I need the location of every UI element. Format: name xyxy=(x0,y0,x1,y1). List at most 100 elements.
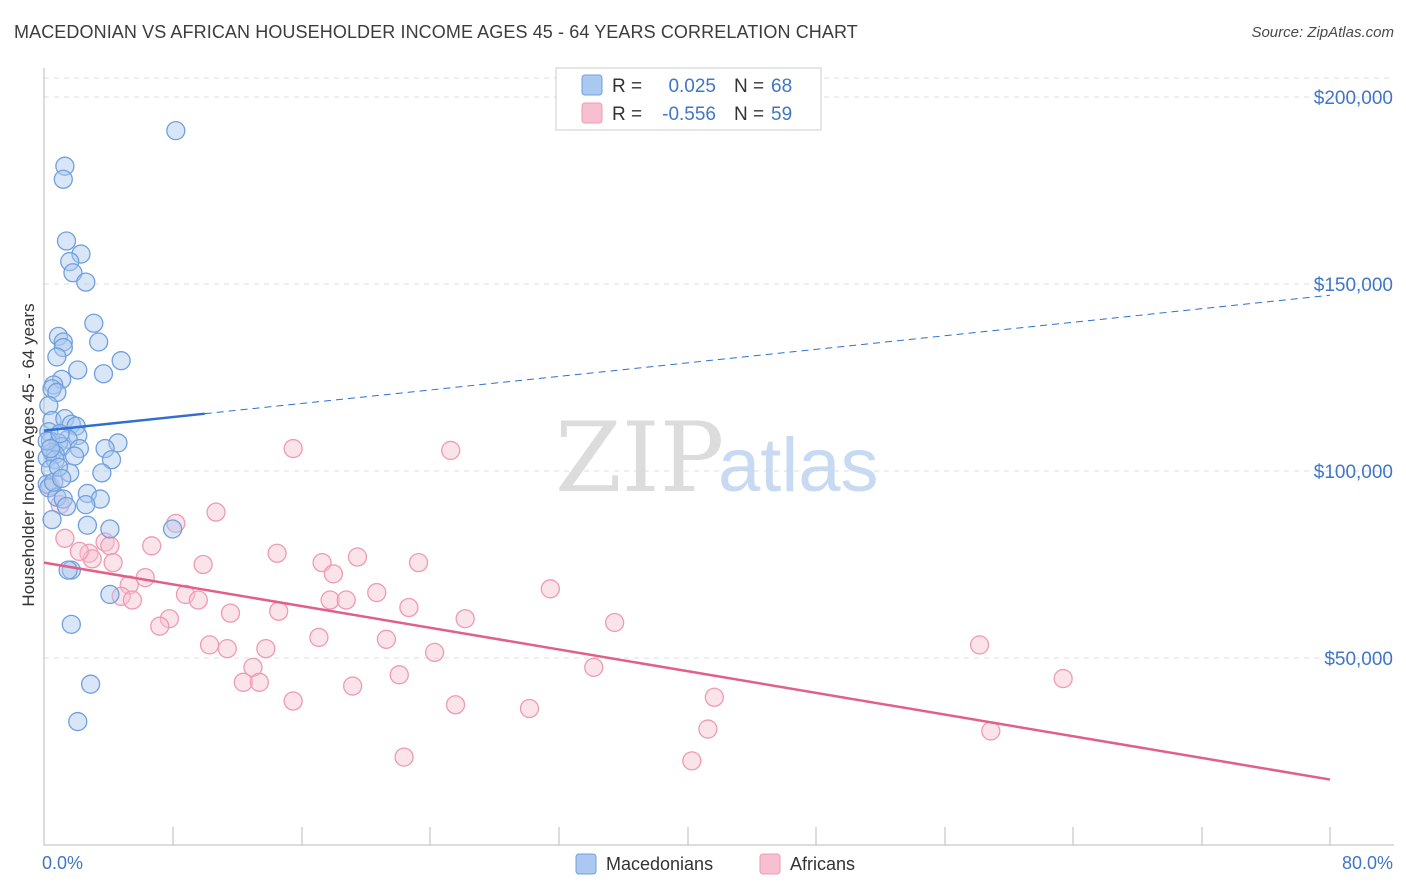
africans-point-52 xyxy=(698,719,718,739)
africans-point-49 xyxy=(283,691,303,711)
africans-point-20 xyxy=(367,582,387,603)
africans-point-32 xyxy=(605,612,625,633)
africans-point-27 xyxy=(399,597,419,618)
macedonians-point-64 xyxy=(48,457,69,477)
macedonians-point-48 xyxy=(90,489,110,509)
africans-point-47 xyxy=(342,676,363,696)
macedonians-point-49 xyxy=(76,495,96,515)
africans-point-2 xyxy=(206,502,226,522)
x-tick-label-max: 80.0% xyxy=(1342,853,1393,873)
macedonians-point-12 xyxy=(89,332,109,352)
africans-point-44 xyxy=(1053,668,1073,689)
legend-r-label-1: R = xyxy=(612,76,642,97)
macedonians-point-52 xyxy=(77,515,98,535)
macedonians-point-15 xyxy=(68,360,88,380)
macedonians-point-14 xyxy=(111,351,131,371)
macedonians-point-65 xyxy=(64,446,85,466)
legend-n-label-2: N = xyxy=(734,104,764,125)
africans-point-31 xyxy=(455,609,475,629)
macedonians-point-7 xyxy=(76,272,96,292)
africans-point-25 xyxy=(336,590,356,610)
macedonians-point-0 xyxy=(166,121,186,141)
watermark-atlas: atlas xyxy=(718,423,879,508)
africans-point-19 xyxy=(540,579,561,599)
africans-point-36 xyxy=(199,635,220,655)
africans-point-10 xyxy=(347,547,368,567)
macedonians-point-39 xyxy=(101,450,122,470)
africans-point-33 xyxy=(150,616,170,636)
africans-point-46 xyxy=(249,672,270,692)
macedonians-point-60 xyxy=(68,711,88,732)
y-tick-label-3: $200,000 xyxy=(1314,88,1393,109)
macedonians-point-3 xyxy=(56,231,77,251)
macedonians-point-50 xyxy=(56,496,77,517)
africans-point-9 xyxy=(267,543,287,563)
macedonians-point-57 xyxy=(100,584,120,605)
macedonians-point-54 xyxy=(162,519,183,539)
macedonians-points xyxy=(37,121,186,732)
macedonians-point-6 xyxy=(63,263,83,283)
macedonians-point-66 xyxy=(40,438,61,459)
africans-point-30 xyxy=(159,609,180,629)
africans-point-34 xyxy=(309,627,329,648)
macedonians-point-42 xyxy=(92,463,112,483)
macedonians-point-16 xyxy=(93,364,114,384)
legend-r-label-2: R = xyxy=(612,104,642,125)
macedonians-point-56 xyxy=(58,560,78,580)
macedonians-point-13 xyxy=(47,347,67,367)
africans-point-57 xyxy=(69,541,90,562)
africans-point-43 xyxy=(389,665,409,685)
bottom-swatch-africans xyxy=(759,853,781,875)
macedonians-point-4 xyxy=(71,244,91,264)
legend-n-value-2: 59 xyxy=(771,104,792,125)
series-legend: Macedonians Africans xyxy=(575,853,855,875)
africans-trend xyxy=(43,561,1331,781)
macedonians-point-8 xyxy=(84,313,104,333)
africans-point-41 xyxy=(584,657,604,677)
bottom-swatch-macedonians xyxy=(575,853,597,875)
macedonians-point-51 xyxy=(42,509,62,530)
chart-title: MACEDONIAN VS AFRICAN HOUSEHOLDER INCOME… xyxy=(14,22,858,42)
africans-point-13 xyxy=(408,552,429,573)
africans-point-40 xyxy=(969,635,990,655)
africans-point-14 xyxy=(103,552,123,573)
africans-point-3 xyxy=(166,513,186,534)
source-credit: Source: ZipAtlas.com xyxy=(1251,24,1394,41)
africans-point-38 xyxy=(256,639,276,659)
africans-point-24 xyxy=(320,590,340,610)
legend-r-value-2: -0.556 xyxy=(662,104,716,125)
macedonians-point-53 xyxy=(100,519,120,539)
africans-point-8 xyxy=(79,543,99,563)
y-axis-title: Householder Income Ages 45 - 64 years xyxy=(19,303,38,606)
africans-point-39 xyxy=(424,642,445,663)
x-axis-labels: 0.0% 80.0% xyxy=(42,853,1393,873)
macedonians-point-2 xyxy=(53,169,73,189)
africans-point-37 xyxy=(217,639,237,659)
legend-swatch-africans xyxy=(581,102,603,124)
y-tick-label-2: $150,000 xyxy=(1314,275,1393,296)
watermark-zip: ZIP xyxy=(555,402,724,514)
bottom-legend-macedonians: Macedonians xyxy=(606,854,713,874)
africans-point-50 xyxy=(445,695,466,715)
watermark: ZIP atlas xyxy=(555,402,879,514)
africans-point-51 xyxy=(519,698,540,719)
macedonians-point-58 xyxy=(61,614,81,634)
macedonians-point-59 xyxy=(80,674,101,694)
africans-point-0 xyxy=(283,438,303,459)
africans-point-48 xyxy=(704,687,724,707)
africans-points xyxy=(40,438,1073,771)
africans-point-16 xyxy=(323,564,344,584)
africans-point-15 xyxy=(193,554,213,575)
africans-point-23 xyxy=(188,590,208,610)
legend-r-value-1: 0.025 xyxy=(668,76,716,97)
macedonians-trend-dashed xyxy=(204,294,1331,415)
africans-point-28 xyxy=(269,601,289,621)
africans-point-55 xyxy=(682,751,702,771)
y-axis-labels: $50,000 $100,000 $150,000 $200,000 xyxy=(1314,88,1393,670)
legend-n-label-1: N = xyxy=(734,76,764,97)
macedonians-trend-solid xyxy=(43,412,205,432)
gridlines xyxy=(44,77,1394,659)
africans-point-35 xyxy=(376,629,397,649)
africans-point-1 xyxy=(441,440,461,461)
